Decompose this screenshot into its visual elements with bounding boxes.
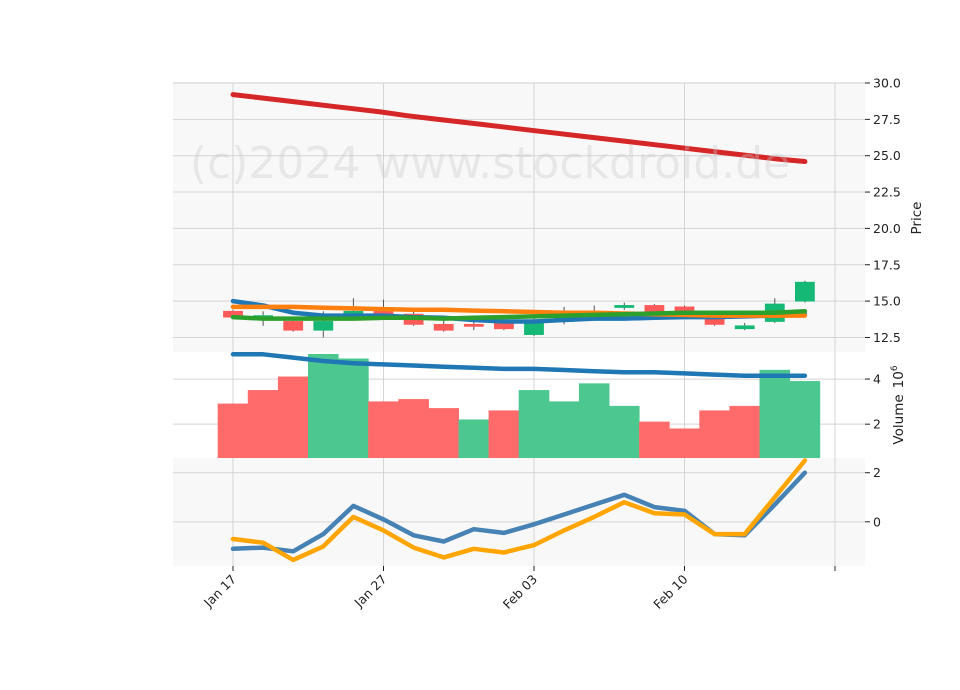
price-line-trend [230,92,808,164]
candle-down [283,321,304,331]
volume-bar [277,376,309,459]
indicator-panel: 02 [173,458,881,566]
x-tick-label: Jan 27 [351,572,390,611]
candle-up [795,281,815,302]
volume-bar [488,410,520,459]
candle-down [433,323,454,331]
volume-bar [458,419,490,459]
candle-down [493,322,514,330]
volume-bar [368,401,399,459]
candle-up [614,305,635,308]
volume-bar [398,399,429,459]
volume-axis-label: Volume 106 [890,365,907,444]
price-moving-average [230,309,808,321]
volume-bar [609,405,640,459]
x-tick-label: Feb 10 [650,571,690,611]
volume-bar [308,354,339,459]
volume-bar [518,390,550,459]
volume-axis-exponent: 6 [890,365,900,371]
volume-bar [669,428,700,459]
x-axis: Jan 17 Jan 27 Feb 03 Feb 10 [200,566,836,612]
y-tick-label: 4 [873,372,881,387]
volume-bar [639,421,670,459]
y-tick-label: 2 [873,417,881,432]
price-panel: 12.5 15.0 17.5 20.0 22.5 25.0 27.5 30.0 [173,76,901,352]
volume-bar [247,390,279,459]
volume-axis-label-text: Volume [891,394,907,444]
y-tick-label: 25.0 [873,148,901,163]
y-tick-label: 30.0 [873,76,901,91]
y-tick-label: 0 [873,514,881,529]
y-tick-label: 2 [873,465,881,480]
volume-bar [217,403,249,459]
y-tick-label: 20.0 [873,221,901,236]
volume-bar [338,358,369,459]
volume-moving-average [230,352,808,378]
candle-down [463,323,484,327]
candle-up [734,325,755,330]
volume-bar [578,383,610,459]
price-moving-average [230,304,808,318]
price-axis-label: Price [909,202,925,235]
y-tick-label: 15.0 [873,294,901,309]
x-tick-label: Feb 03 [500,572,540,612]
volume-bar [548,401,580,459]
volume-axis-unit: 10 [891,371,907,388]
volume-bar [789,381,821,459]
volume-bar [729,405,761,459]
indicator-line [230,458,808,563]
x-tick-label: Jan 17 [200,572,239,611]
volume-panel: 24 [173,352,881,459]
watermark: (c)2024 www.stockdroid.de [190,138,790,189]
candle-down [704,318,725,325]
candle-up [524,322,544,335]
volume-bar [759,369,791,459]
volume-bar [699,410,730,459]
y-tick-label: 27.5 [873,112,901,127]
candle-up [313,321,334,331]
volume-bar [428,408,459,459]
candle-down [644,305,665,312]
y-tick-label: 12.5 [873,330,901,345]
y-tick-label: 22.5 [873,185,901,200]
y-tick-label: 17.5 [873,257,901,272]
